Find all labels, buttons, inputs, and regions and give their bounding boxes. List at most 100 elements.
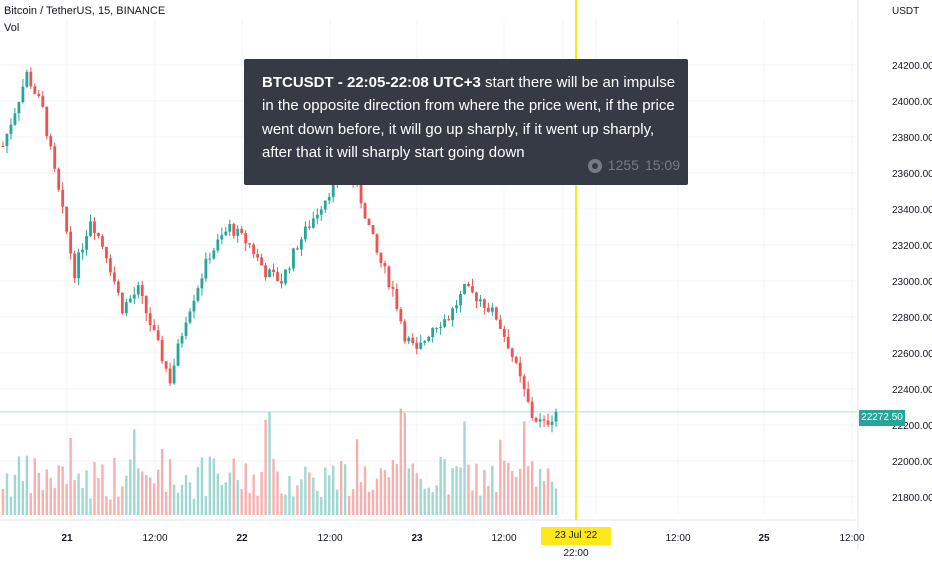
candle-body	[419, 342, 423, 349]
volume-bar	[160, 449, 164, 515]
price-chart[interactable]: 24200.00 24000.00 23800.00 23600.00 23400.00…	[0, 0, 932, 550]
volume-bar	[459, 467, 462, 515]
candle-body	[29, 71, 33, 87]
candle-body	[514, 357, 518, 363]
y-tick-label: 22200.00	[892, 421, 932, 432]
volume-bar	[1, 489, 5, 515]
candle-body	[176, 343, 180, 366]
candle-body	[486, 307, 490, 312]
candle-body	[37, 93, 41, 97]
volume-bar	[109, 499, 112, 515]
volume-bar	[522, 421, 526, 515]
volume-bar	[129, 459, 132, 515]
volume-bar	[192, 498, 196, 515]
y-tick-label: 22400.00	[892, 385, 932, 396]
candle-body	[550, 421, 554, 425]
volume-bar	[141, 471, 144, 515]
volume-bar	[332, 465, 335, 515]
volume-bar	[550, 481, 554, 515]
note-title: BTCUSDT - 22:05-22:08 UTC+3	[262, 74, 481, 91]
volume-bar	[419, 478, 422, 515]
candle-body	[25, 71, 29, 87]
candle-body	[45, 106, 49, 137]
candle-body	[216, 239, 220, 251]
volume-label: Vol	[4, 22, 20, 34]
candle-body	[411, 337, 415, 344]
candle-body	[292, 248, 295, 269]
candle-body	[196, 288, 200, 301]
volume-bar	[526, 466, 530, 515]
candle-body	[53, 146, 57, 169]
candle-body	[140, 285, 144, 297]
volume-bar	[447, 494, 450, 515]
candle-body	[363, 203, 367, 219]
volume-bar	[439, 457, 442, 515]
volume-bar	[176, 492, 180, 515]
volume-bar	[280, 493, 283, 515]
volume-bar	[29, 493, 33, 515]
volume-bar	[363, 466, 367, 515]
candle-body	[415, 343, 419, 349]
candle-body	[443, 319, 447, 327]
volume-bar	[272, 458, 275, 515]
volume-bar	[137, 468, 140, 515]
candle-body	[172, 365, 176, 384]
x-tick-label: 12:00	[317, 533, 342, 544]
volume-bar	[53, 488, 56, 515]
candle-body	[132, 294, 136, 299]
candle-body	[57, 168, 61, 190]
volume-bar	[415, 473, 418, 515]
candle-body	[236, 228, 240, 236]
symbol-header: Bitcoin / TetherUS, 15, BINANCE	[4, 5, 166, 17]
candle-body	[510, 348, 514, 358]
candle-body	[530, 401, 534, 418]
volume-bar	[264, 419, 267, 515]
volume-bar	[435, 485, 438, 515]
candle-body	[423, 341, 427, 343]
volume-bar	[387, 477, 391, 515]
candle-body	[69, 231, 73, 254]
highlighted-date-tag: 23 Jul '22 22:00	[541, 527, 611, 559]
candle-body	[97, 233, 100, 237]
candle-body	[9, 124, 13, 134]
candle-body	[319, 209, 323, 215]
x-tick-label: 22	[236, 533, 248, 544]
candle-body	[439, 326, 443, 329]
candle-body	[112, 272, 116, 282]
y-tick-label: 23800.00	[892, 133, 932, 144]
candle-body	[148, 313, 152, 326]
volume-bar	[77, 473, 80, 515]
candle-body	[200, 278, 204, 289]
y-tick-label: 21800.00	[892, 493, 932, 504]
candle-body	[220, 235, 224, 240]
volume-bar	[200, 457, 204, 515]
candle-body	[248, 243, 252, 245]
x-tick-label: 12:00	[839, 533, 864, 544]
y-tick-label: 22800.00	[892, 313, 932, 324]
volume-bar	[542, 481, 546, 515]
candle-body	[498, 319, 502, 329]
candle-body	[268, 269, 271, 278]
volume-bar	[236, 480, 239, 515]
volume-bar	[427, 487, 430, 515]
volume-bar	[117, 496, 120, 515]
volume-bar	[538, 468, 542, 515]
candle-body	[73, 253, 77, 279]
volume-bar	[534, 486, 538, 515]
volume-bar	[292, 496, 295, 515]
candle-body	[232, 223, 236, 236]
volume-bar	[61, 466, 64, 515]
candle-body	[311, 218, 315, 228]
note-meta: 1255 15:09	[587, 155, 680, 177]
volume-bar	[343, 464, 347, 515]
volume-bar	[312, 477, 315, 515]
volume-bar	[320, 496, 323, 515]
volume-bar	[411, 463, 414, 515]
y-tick-label: 22600.00	[892, 349, 932, 360]
y-tick-label: 23000.00	[892, 277, 932, 288]
volume-bar	[73, 480, 76, 515]
candle-body	[307, 226, 311, 228]
candle-body	[296, 248, 299, 250]
volume-bar	[511, 471, 514, 515]
candle-body	[435, 328, 439, 330]
